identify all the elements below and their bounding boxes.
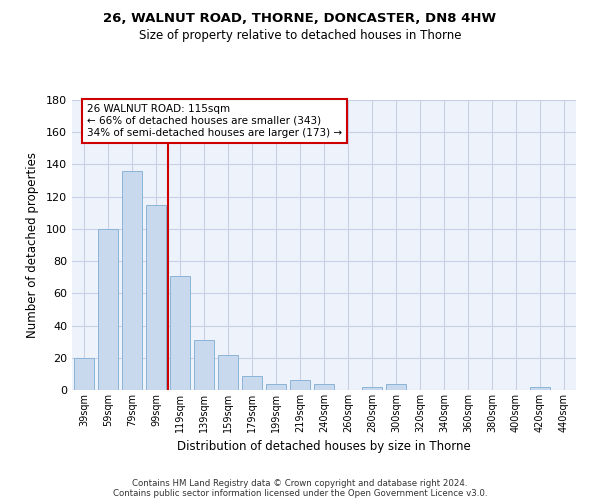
Bar: [122, 171, 142, 390]
Bar: [74, 358, 94, 390]
Text: Contains public sector information licensed under the Open Government Licence v3: Contains public sector information licen…: [113, 488, 487, 498]
Bar: [146, 204, 166, 390]
Y-axis label: Number of detached properties: Number of detached properties: [26, 152, 39, 338]
Bar: [386, 384, 406, 390]
Bar: [290, 380, 310, 390]
X-axis label: Distribution of detached houses by size in Thorne: Distribution of detached houses by size …: [177, 440, 471, 454]
Bar: [218, 354, 238, 390]
Bar: [98, 229, 118, 390]
Text: 26, WALNUT ROAD, THORNE, DONCASTER, DN8 4HW: 26, WALNUT ROAD, THORNE, DONCASTER, DN8 …: [103, 12, 497, 26]
Bar: [362, 387, 382, 390]
Bar: [314, 384, 334, 390]
Text: 26 WALNUT ROAD: 115sqm
← 66% of detached houses are smaller (343)
34% of semi-de: 26 WALNUT ROAD: 115sqm ← 66% of detached…: [87, 104, 342, 138]
Bar: [170, 276, 190, 390]
Text: Size of property relative to detached houses in Thorne: Size of property relative to detached ho…: [139, 29, 461, 42]
Text: Contains HM Land Registry data © Crown copyright and database right 2024.: Contains HM Land Registry data © Crown c…: [132, 478, 468, 488]
Bar: [242, 376, 262, 390]
Bar: [530, 387, 550, 390]
Bar: [266, 384, 286, 390]
Bar: [194, 340, 214, 390]
